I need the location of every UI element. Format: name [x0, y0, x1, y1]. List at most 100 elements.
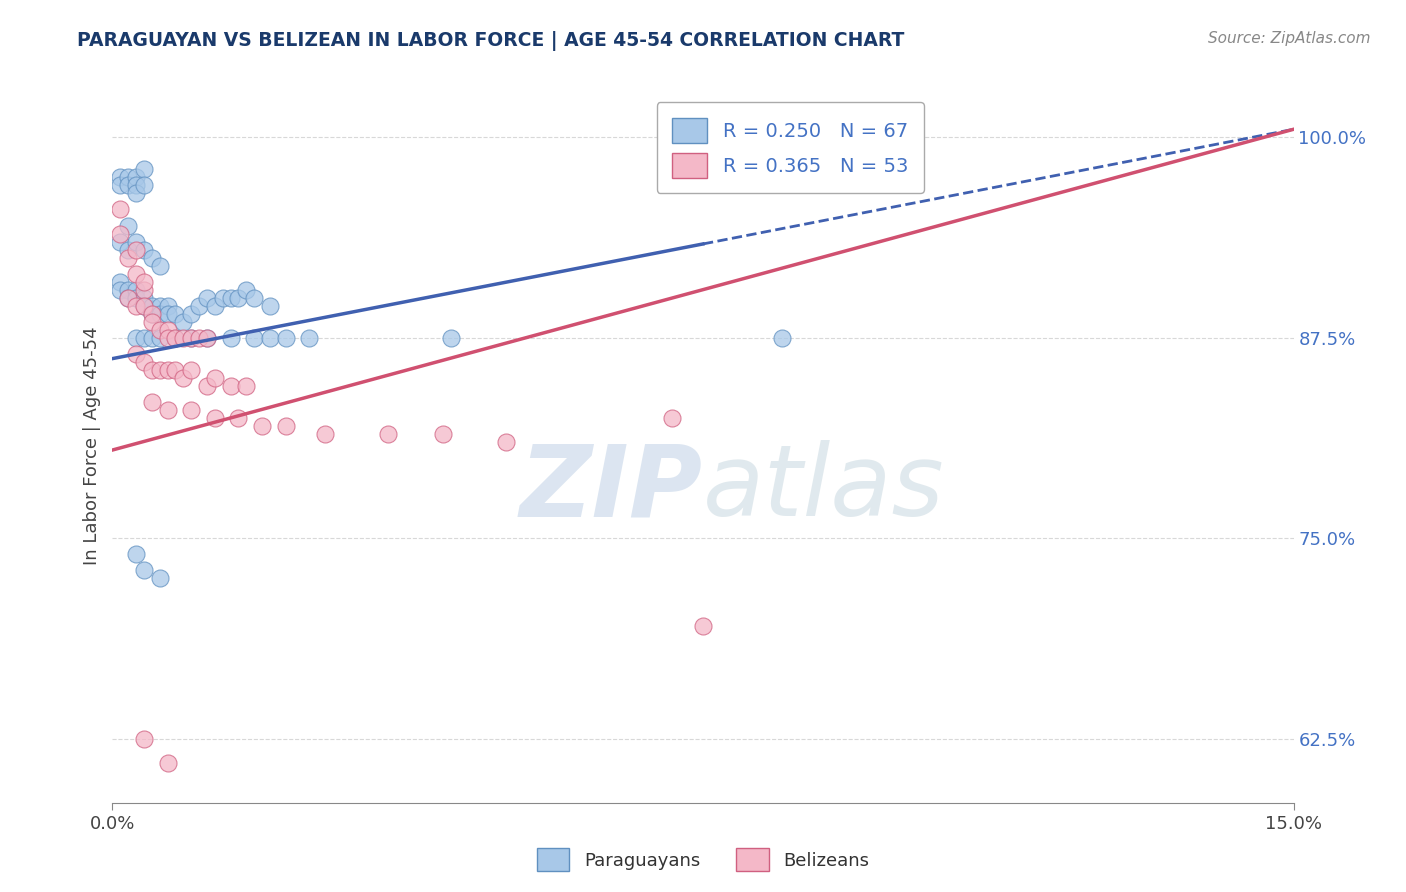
- Point: [125, 291, 148, 305]
- Point: [125, 347, 148, 361]
- Point: [110, 283, 132, 297]
- Point: [141, 299, 163, 313]
- Point: [228, 411, 250, 425]
- Text: atlas: atlas: [703, 441, 945, 537]
- Point: [149, 307, 172, 321]
- Point: [125, 331, 148, 345]
- Point: [125, 243, 148, 257]
- Point: [132, 299, 155, 313]
- Point: [117, 178, 139, 193]
- Point: [195, 291, 218, 305]
- Point: [141, 251, 163, 265]
- Point: [110, 178, 132, 193]
- Point: [110, 227, 132, 241]
- Point: [132, 283, 155, 297]
- Point: [110, 275, 132, 289]
- Point: [204, 299, 226, 313]
- Point: [180, 331, 202, 345]
- Point: [149, 259, 172, 273]
- Point: [495, 435, 517, 450]
- Point: [165, 331, 187, 345]
- Point: [219, 291, 242, 305]
- Point: [117, 291, 139, 305]
- Point: [156, 331, 179, 345]
- Point: [314, 427, 336, 442]
- Text: PARAGUAYAN VS BELIZEAN IN LABOR FORCE | AGE 45-54 CORRELATION CHART: PARAGUAYAN VS BELIZEAN IN LABOR FORCE | …: [77, 31, 904, 51]
- Point: [110, 235, 132, 249]
- Point: [156, 403, 179, 417]
- Point: [156, 323, 179, 337]
- Point: [172, 371, 194, 385]
- Point: [770, 331, 793, 345]
- Text: ZIP: ZIP: [520, 441, 703, 537]
- Point: [132, 563, 155, 577]
- Point: [156, 307, 179, 321]
- Point: [141, 315, 163, 329]
- Point: [132, 355, 155, 369]
- Point: [141, 395, 163, 409]
- Point: [440, 331, 463, 345]
- Point: [180, 363, 202, 377]
- Point: [132, 731, 155, 746]
- Point: [125, 283, 148, 297]
- Point: [132, 275, 155, 289]
- Point: [188, 331, 211, 345]
- Point: [250, 419, 273, 434]
- Point: [141, 331, 163, 345]
- Point: [149, 299, 172, 313]
- Point: [125, 170, 148, 185]
- Point: [132, 243, 155, 257]
- Point: [172, 331, 194, 345]
- Point: [219, 331, 242, 345]
- Point: [156, 363, 179, 377]
- Point: [125, 547, 148, 561]
- Point: [141, 307, 163, 321]
- Point: [259, 331, 281, 345]
- Point: [117, 219, 139, 233]
- Point: [132, 291, 155, 305]
- Point: [149, 331, 172, 345]
- Point: [195, 331, 218, 345]
- Point: [149, 571, 172, 585]
- Y-axis label: In Labor Force | Age 45-54: In Labor Force | Age 45-54: [83, 326, 101, 566]
- Point: [110, 170, 132, 185]
- Point: [141, 307, 163, 321]
- Point: [132, 331, 155, 345]
- Point: [243, 291, 266, 305]
- Point: [172, 315, 194, 329]
- Point: [204, 411, 226, 425]
- Point: [661, 411, 683, 425]
- Point: [117, 243, 139, 257]
- Point: [180, 331, 202, 345]
- Point: [228, 291, 250, 305]
- Point: [195, 331, 218, 345]
- Point: [692, 619, 714, 633]
- Point: [141, 363, 163, 377]
- Point: [117, 170, 139, 185]
- Point: [110, 202, 132, 217]
- Point: [156, 756, 179, 770]
- Point: [204, 371, 226, 385]
- Point: [180, 307, 202, 321]
- Point: [235, 283, 257, 297]
- Point: [243, 331, 266, 345]
- Point: [274, 419, 297, 434]
- Point: [132, 299, 155, 313]
- Point: [125, 267, 148, 281]
- Legend: R = 0.250   N = 67, R = 0.365   N = 53: R = 0.250 N = 67, R = 0.365 N = 53: [657, 103, 924, 194]
- Point: [432, 427, 454, 442]
- Point: [149, 323, 172, 337]
- Point: [298, 331, 321, 345]
- Point: [165, 307, 187, 321]
- Point: [180, 403, 202, 417]
- Point: [274, 331, 297, 345]
- Point: [132, 162, 155, 177]
- Text: Source: ZipAtlas.com: Source: ZipAtlas.com: [1208, 31, 1371, 46]
- Point: [117, 251, 139, 265]
- Point: [165, 331, 187, 345]
- Point: [149, 363, 172, 377]
- Point: [125, 178, 148, 193]
- Point: [125, 299, 148, 313]
- Point: [125, 235, 148, 249]
- Point: [188, 299, 211, 313]
